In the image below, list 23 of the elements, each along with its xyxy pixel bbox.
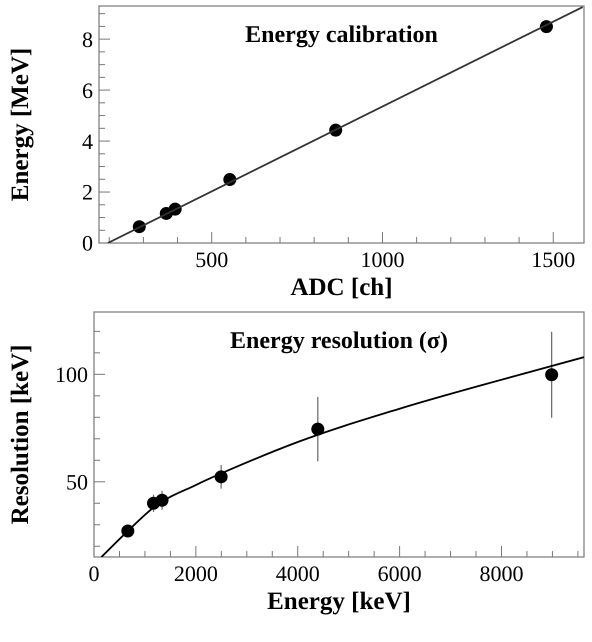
- y-tick-label: 100: [55, 362, 88, 388]
- y-tick-label: 2: [82, 180, 93, 205]
- point: [545, 368, 558, 382]
- x-tick-label: 1000: [360, 247, 404, 272]
- y-tick-label: 8: [82, 26, 93, 52]
- x-tick-label: 2000: [174, 561, 218, 586]
- x-axis-title: ADC [ch]: [290, 274, 393, 301]
- y-axis-title: Resolution [keV]: [7, 344, 34, 524]
- x-tick-label: 6000: [378, 561, 422, 586]
- point: [311, 422, 324, 436]
- text: Energy resolution (σ): [230, 328, 448, 354]
- text: Energy calibration: [245, 22, 438, 48]
- y-tick-label: 6: [82, 78, 93, 103]
- x-tick-label: 8000: [479, 561, 524, 586]
- line-series: [100, 356, 584, 557]
- y-tick-label: 50: [66, 469, 88, 494]
- x-tick-label: 4000: [276, 561, 320, 586]
- y-axis-title: Energy [MeV]: [7, 48, 34, 202]
- x-tick-label: 1500: [531, 247, 576, 272]
- y-tick-label: 4: [82, 128, 93, 154]
- x-tick-label: 500: [195, 247, 228, 272]
- y-tick-label: 0: [82, 230, 93, 256]
- x-axis-title: Energy [keV]: [267, 588, 411, 615]
